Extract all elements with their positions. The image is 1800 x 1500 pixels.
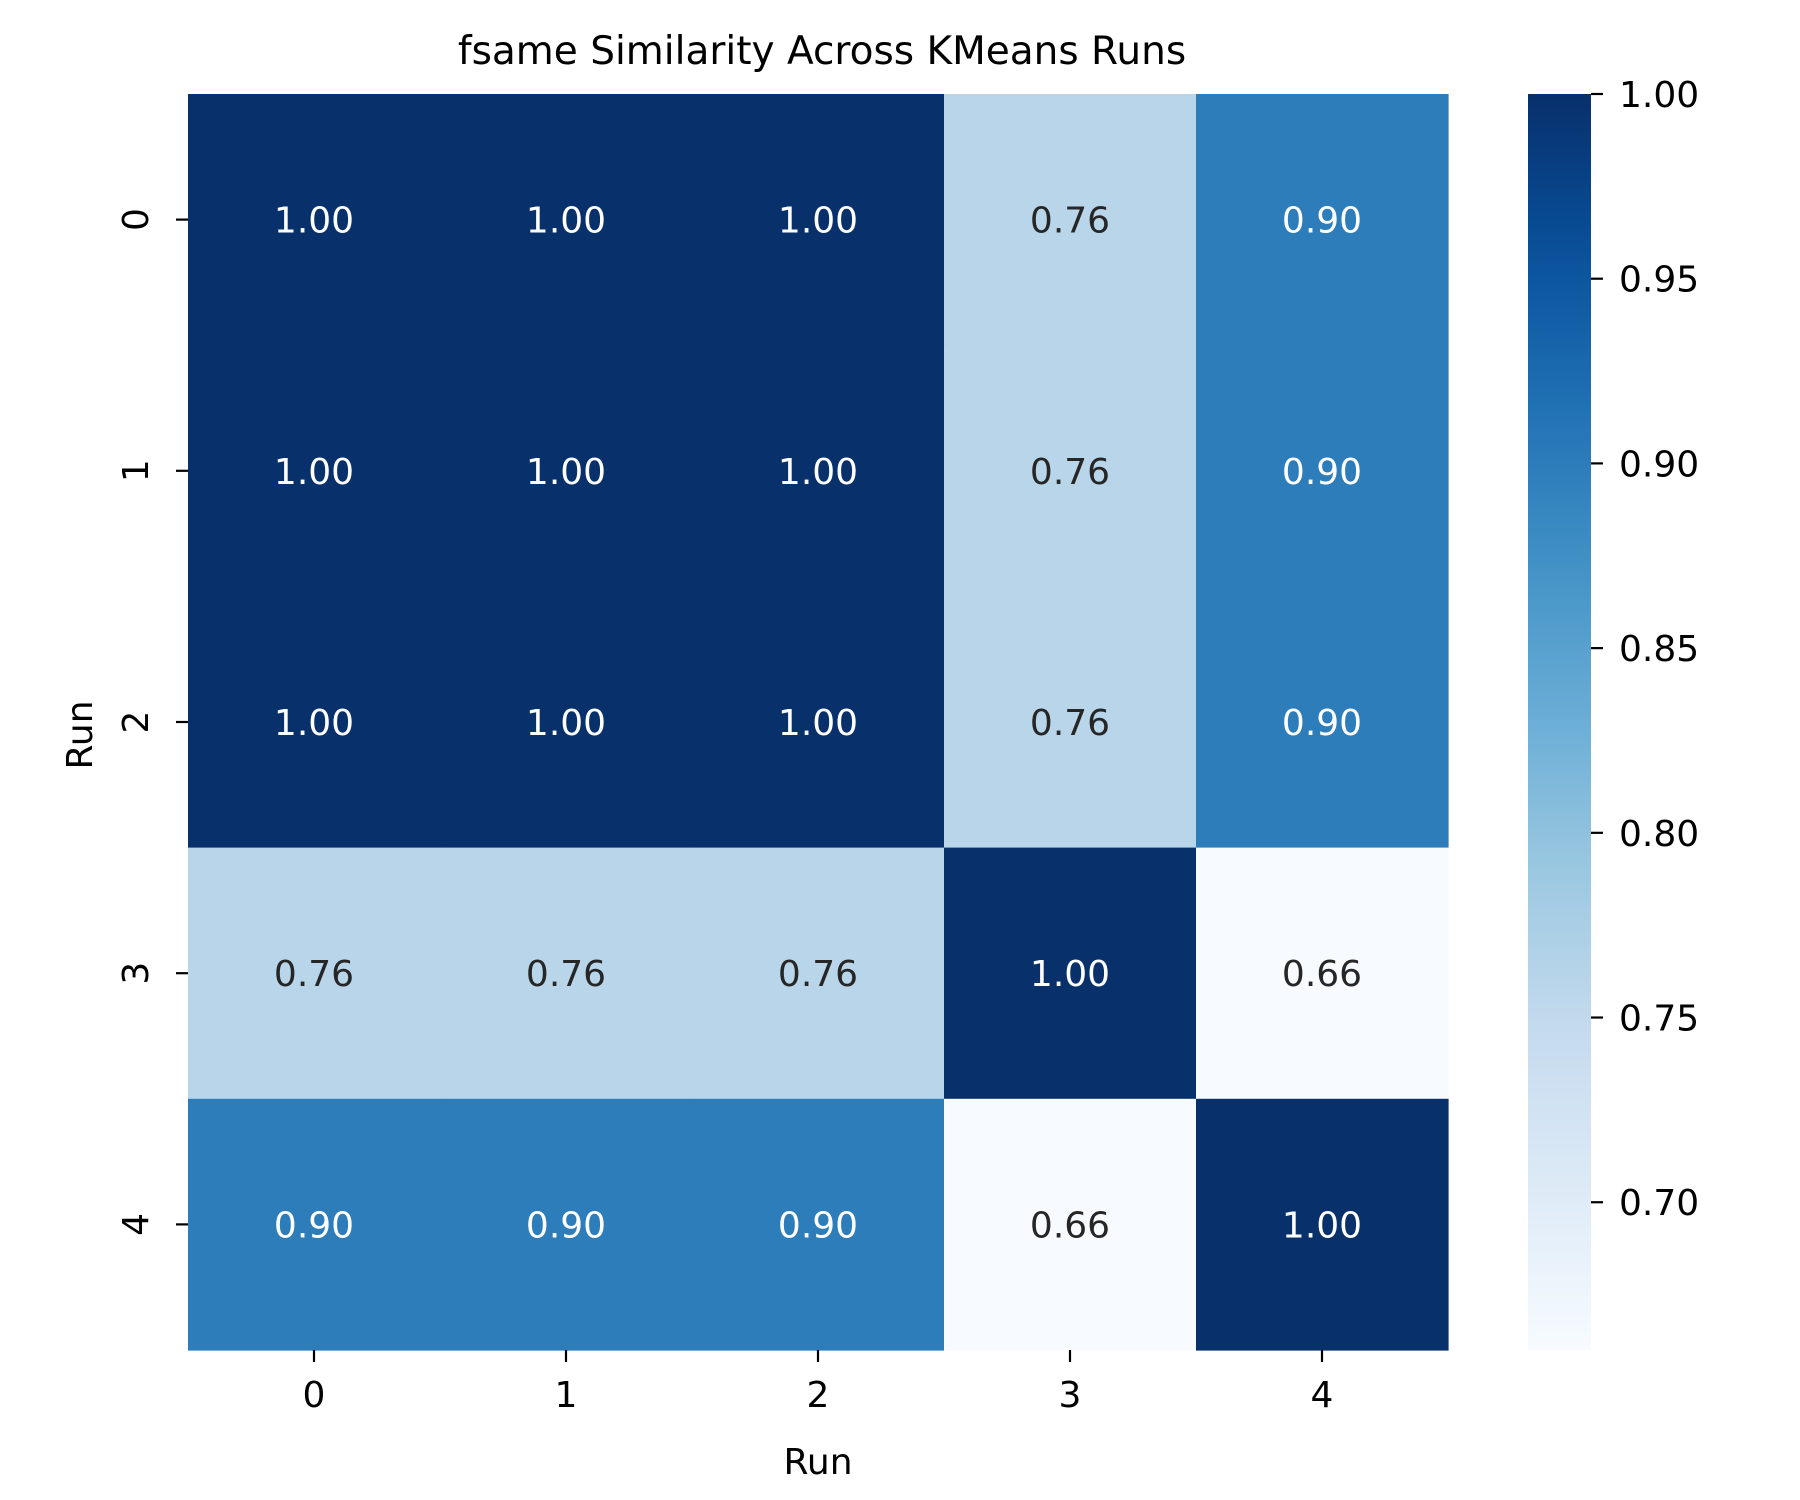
y-tick-label: 4 [116, 1213, 157, 1236]
cell-value-label: 0.66 [1282, 954, 1362, 995]
heatmap-cell [188, 1098, 441, 1351]
x-tick-label: 1 [555, 1375, 578, 1416]
chart-title: fsame Similarity Across KMeans Runs [458, 29, 1186, 74]
heatmap-cell [1196, 94, 1449, 346]
heatmap-cell [1196, 1098, 1449, 1351]
x-axis: 0 1 2 3 4 [303, 1350, 1334, 1416]
cell-value-label: 0.76 [1030, 452, 1110, 493]
cell-value-label: 0.66 [1030, 1205, 1110, 1246]
heatmap-cell [944, 596, 1197, 849]
heatmap-cell [944, 1098, 1197, 1351]
x-axis-label: Run [783, 1442, 852, 1483]
colorbar-tick-label: 0.85 [1619, 629, 1699, 670]
cell-value-label: 1.00 [1030, 954, 1110, 995]
cell-value-label: 0.90 [778, 1205, 858, 1246]
cell-value-label: 0.76 [274, 954, 354, 995]
y-tick-label: 0 [116, 208, 157, 231]
cell-value-label: 0.76 [1030, 703, 1110, 744]
heatmap-cell [440, 596, 693, 849]
cell-value-label: 0.90 [274, 1205, 354, 1246]
colorbar-tick-label: 0.70 [1619, 1183, 1699, 1224]
cell-value-label: 0.76 [1030, 201, 1110, 242]
cell-value-label: 1.00 [1282, 1205, 1362, 1246]
cell-value-label: 1.00 [274, 452, 354, 493]
heatmap-cell [692, 596, 945, 849]
x-tick-label: 4 [1311, 1375, 1334, 1416]
y-tick-label: 1 [116, 459, 157, 482]
cell-value-label: 1.00 [778, 703, 858, 744]
x-tick-label: 2 [807, 1375, 830, 1416]
cell-value-label: 0.76 [526, 954, 606, 995]
heatmap-cell [692, 847, 945, 1100]
heatmap-cell [188, 596, 441, 849]
y-axis-label: Run [60, 700, 101, 769]
heatmap-cell [692, 94, 945, 346]
cell-value-label: 0.90 [526, 1205, 606, 1246]
cell-value-label: 0.76 [778, 954, 858, 995]
colorbar-tick-label: 1.00 [1619, 75, 1699, 116]
heatmap-cell [440, 847, 693, 1100]
colorbar-tick-label: 0.90 [1619, 444, 1699, 485]
heatmap-cell [944, 847, 1197, 1100]
colorbar-tick-label: 0.80 [1619, 814, 1699, 855]
x-tick-label: 0 [303, 1375, 326, 1416]
heatmap-cell [440, 345, 693, 597]
heatmap-cells: 1.00 1.00 1.00 0.76 0.90 1.00 1.00 1.00 0.76 0.90… [188, 94, 1449, 1351]
colorbar-tick-label: 0.95 [1619, 260, 1699, 301]
colorbar-ticks: 1.00 0.95 0.90 0.85 0.80 0.75 0.70 [1591, 75, 1699, 1224]
colorbar-tick-label: 0.75 [1619, 999, 1699, 1040]
colorbar [1528, 94, 1591, 1350]
y-tick-label: 2 [116, 711, 157, 734]
heatmap-cell [692, 1098, 945, 1351]
cell-value-label: 1.00 [274, 703, 354, 744]
cell-value-label: 1.00 [778, 452, 858, 493]
heatmap-cell [944, 345, 1197, 597]
cell-value-label: 0.90 [1282, 201, 1362, 242]
heatmap-cell [440, 94, 693, 346]
cell-value-label: 1.00 [526, 201, 606, 242]
heatmap-cell [188, 94, 441, 346]
heatmap-cell [1196, 345, 1449, 597]
x-tick-label: 3 [1059, 1375, 1082, 1416]
heatmap-cell [440, 1098, 693, 1351]
cell-value-label: 1.00 [778, 201, 858, 242]
cell-value-label: 0.90 [1282, 452, 1362, 493]
y-axis: 0 1 2 3 4 [116, 208, 188, 1236]
heatmap-cell [692, 345, 945, 597]
heatmap-cell [944, 94, 1197, 346]
cell-value-label: 1.00 [526, 452, 606, 493]
cell-value-label: 1.00 [274, 201, 354, 242]
cell-value-label: 0.90 [1282, 703, 1362, 744]
heatmap-cell [188, 345, 441, 597]
heatmap-cell [188, 847, 441, 1100]
cell-value-label: 1.00 [526, 703, 606, 744]
y-tick-label: 3 [116, 962, 157, 985]
heatmap-cell [1196, 596, 1449, 849]
heatmap-cell [1196, 847, 1449, 1100]
